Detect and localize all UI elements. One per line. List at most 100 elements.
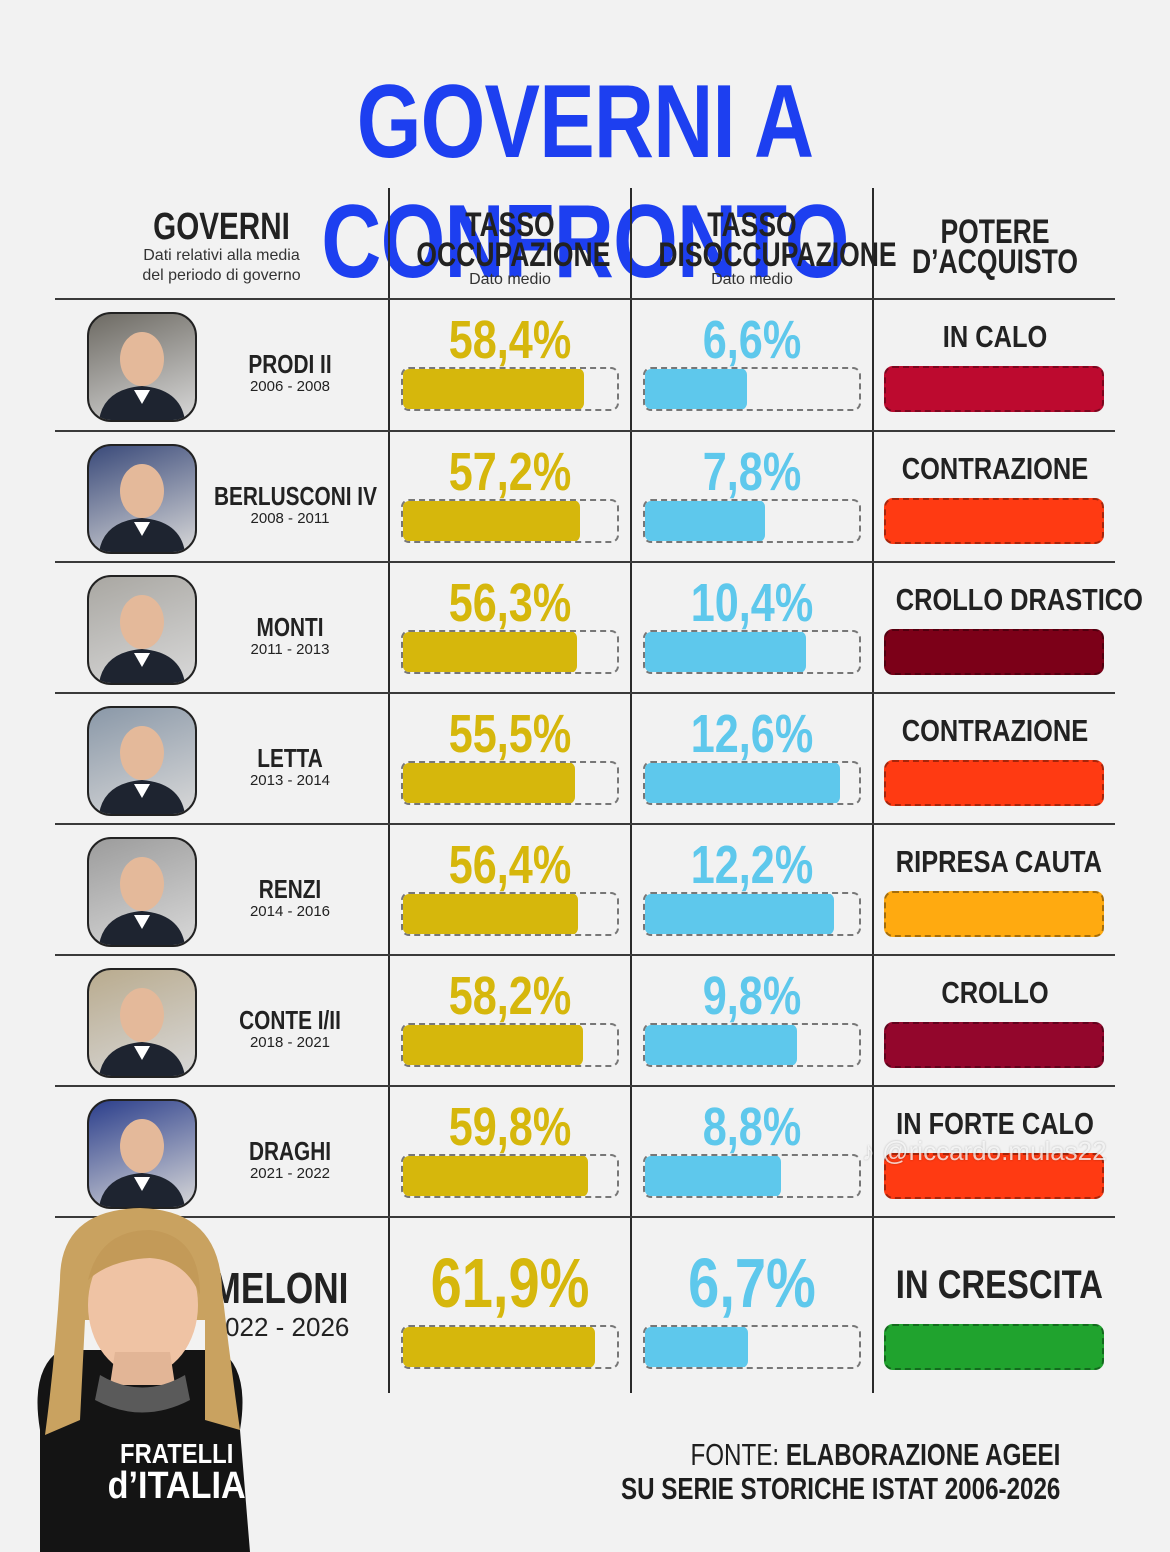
politician-photo [87,706,197,816]
potere-bar [884,1153,1104,1199]
table-row: MONTI 2011 - 2013 56,3% 10,4% CROLLO DRASTIC… [0,563,1170,694]
disoccupazione-value: 9,8% [702,966,802,1026]
government-name: LETTA 2013 - 2014 [195,744,385,790]
occupazione-bar [403,1327,595,1367]
disoccupazione-bar-track [643,367,861,411]
header-governi-sub1: Dati relativi alla media [143,247,300,264]
government-years: 2022 - 2026 [210,1312,350,1342]
occupazione-bar [403,1156,588,1196]
government-label: RENZI [258,874,322,904]
government-years: 2008 - 2011 [250,510,330,527]
header-disoccupazione-sub: Dato medio [711,271,793,288]
disoccupazione-bar [645,1156,781,1196]
disoccupazione-bar-track [643,1325,861,1369]
government-name: CONTE I/II 2018 - 2021 [195,1006,385,1052]
potere-label: RIPRESA CAUTA [895,844,1102,879]
column-divider [630,188,632,1393]
potere-bar [884,366,1104,412]
government-years: 2014 - 2016 [249,903,331,920]
government-label: BERLUSCONI IV [214,481,377,511]
row-divider [55,954,1115,956]
government-years: 2021 - 2022 [249,1165,331,1182]
header-potere: POTERE D’ACQUISTO [874,213,1116,281]
source-note: FONTE: ELABORAZIONE AGEEI SU SERIE STORI… [621,1438,1060,1506]
potere-label: CROLLO DRASTICO [895,582,1143,617]
row-divider [55,692,1115,694]
government-name: MELONI 2022 - 2026 [185,1264,375,1343]
disoccupazione-bar [645,501,765,541]
disoccupazione-bar [645,894,834,934]
government-years: 2011 - 2013 [250,641,330,658]
header-disoccupazione-line2: DISOCCUPAZIONE [658,236,897,274]
potere-label: CONTRAZIONE [901,713,1089,748]
potere-label: IN CALO [942,319,1048,354]
potere-label: IN FORTE CALO [896,1106,1094,1141]
disoccupazione-bar-track [643,892,861,936]
politician-photo [87,575,197,685]
column-divider [388,188,390,1393]
politician-photo [87,444,197,554]
occupazione-bar [403,763,575,803]
occupazione-bar [403,1025,583,1065]
government-years: 2013 - 2014 [249,772,331,789]
table-row: PRODI II 2006 - 2008 58,4% 6,6% IN CALO [0,300,1170,431]
politician-photo [87,837,197,947]
watermark-text: @riccardo.mulas22 [882,1136,1107,1166]
disoccupazione-value: 6,7% [688,1244,816,1322]
government-label: MELONI [211,1264,349,1313]
occupazione-value: 56,3% [448,573,572,633]
politician-photo [87,312,197,422]
occupazione-bar-track [401,499,619,543]
header-occupazione-line2: OCCUPAZIONE [416,236,611,274]
header-occupazione-sub: Dato medio [469,271,551,288]
disoccupazione-bar-track [643,1154,861,1198]
occupazione-value: 59,8% [448,1097,572,1157]
politician-photo [87,1099,197,1209]
occupazione-value: 57,2% [448,442,572,502]
government-label: PRODI II [248,349,332,379]
header-potere-line1: POTERE [940,213,1050,251]
disoccupazione-bar [645,1025,797,1065]
table-row: MELONI 2022 - 2026 61,9% 6,7% IN CRESCITA [0,1218,1170,1393]
table-row: BERLUSCONI IV 2008 - 2011 57,2% 7,8% CONTRAZ… [0,432,1170,563]
government-years: 2006 - 2008 [249,378,331,395]
occupazione-bar-track [401,1023,619,1067]
potere-bar [884,760,1104,806]
potere-bar [884,498,1104,544]
meloni-portrait [37,1208,250,1552]
column-divider [872,188,874,1393]
table-row: LETTA 2013 - 2014 55,5% 12,6% CONTRAZIONE [0,694,1170,825]
potere-bar [884,1022,1104,1068]
occupazione-value: 61,9% [430,1244,590,1322]
brand-line1: FRATELLI [120,1438,234,1469]
header-potere-line2: D’ACQUISTO [911,243,1079,281]
disoccupazione-value: 8,8% [702,1097,802,1157]
occupazione-bar [403,894,578,934]
occupazione-value: 55,5% [448,704,572,764]
occupazione-bar-track [401,761,619,805]
table-row: RENZI 2014 - 2016 56,4% 12,2% RIPRESA CAUTA [0,825,1170,956]
occupazione-bar [403,501,580,541]
brand-line2: d’ITALIA [107,1465,246,1507]
row-divider [55,823,1115,825]
disoccupazione-bar [645,369,747,409]
disoccupazione-value: 12,2% [690,835,814,895]
potere-label: CROLLO [941,975,1049,1010]
row-divider [55,561,1115,563]
occupazione-bar [403,369,584,409]
disoccupazione-bar-track [643,499,861,543]
government-name: RENZI 2014 - 2016 [195,875,385,921]
potere-bar [884,891,1104,937]
header-disoccupazione-line1: TASSO [707,206,797,244]
table-row: CONTE I/II 2018 - 2021 58,2% 9,8% CROLLO [0,956,1170,1087]
potere-bar [884,1324,1104,1370]
source-label: FONTE: [690,1437,779,1472]
potere-label: IN CRESCITA [895,1263,1103,1307]
disoccupazione-bar [645,763,840,803]
government-name: MONTI 2011 - 2013 [195,613,385,659]
occupazione-bar-track [401,367,619,411]
row-divider [55,298,1115,300]
disoccupazione-value: 7,8% [702,442,802,502]
government-label: LETTA [257,743,323,773]
potere-bar [884,629,1104,675]
